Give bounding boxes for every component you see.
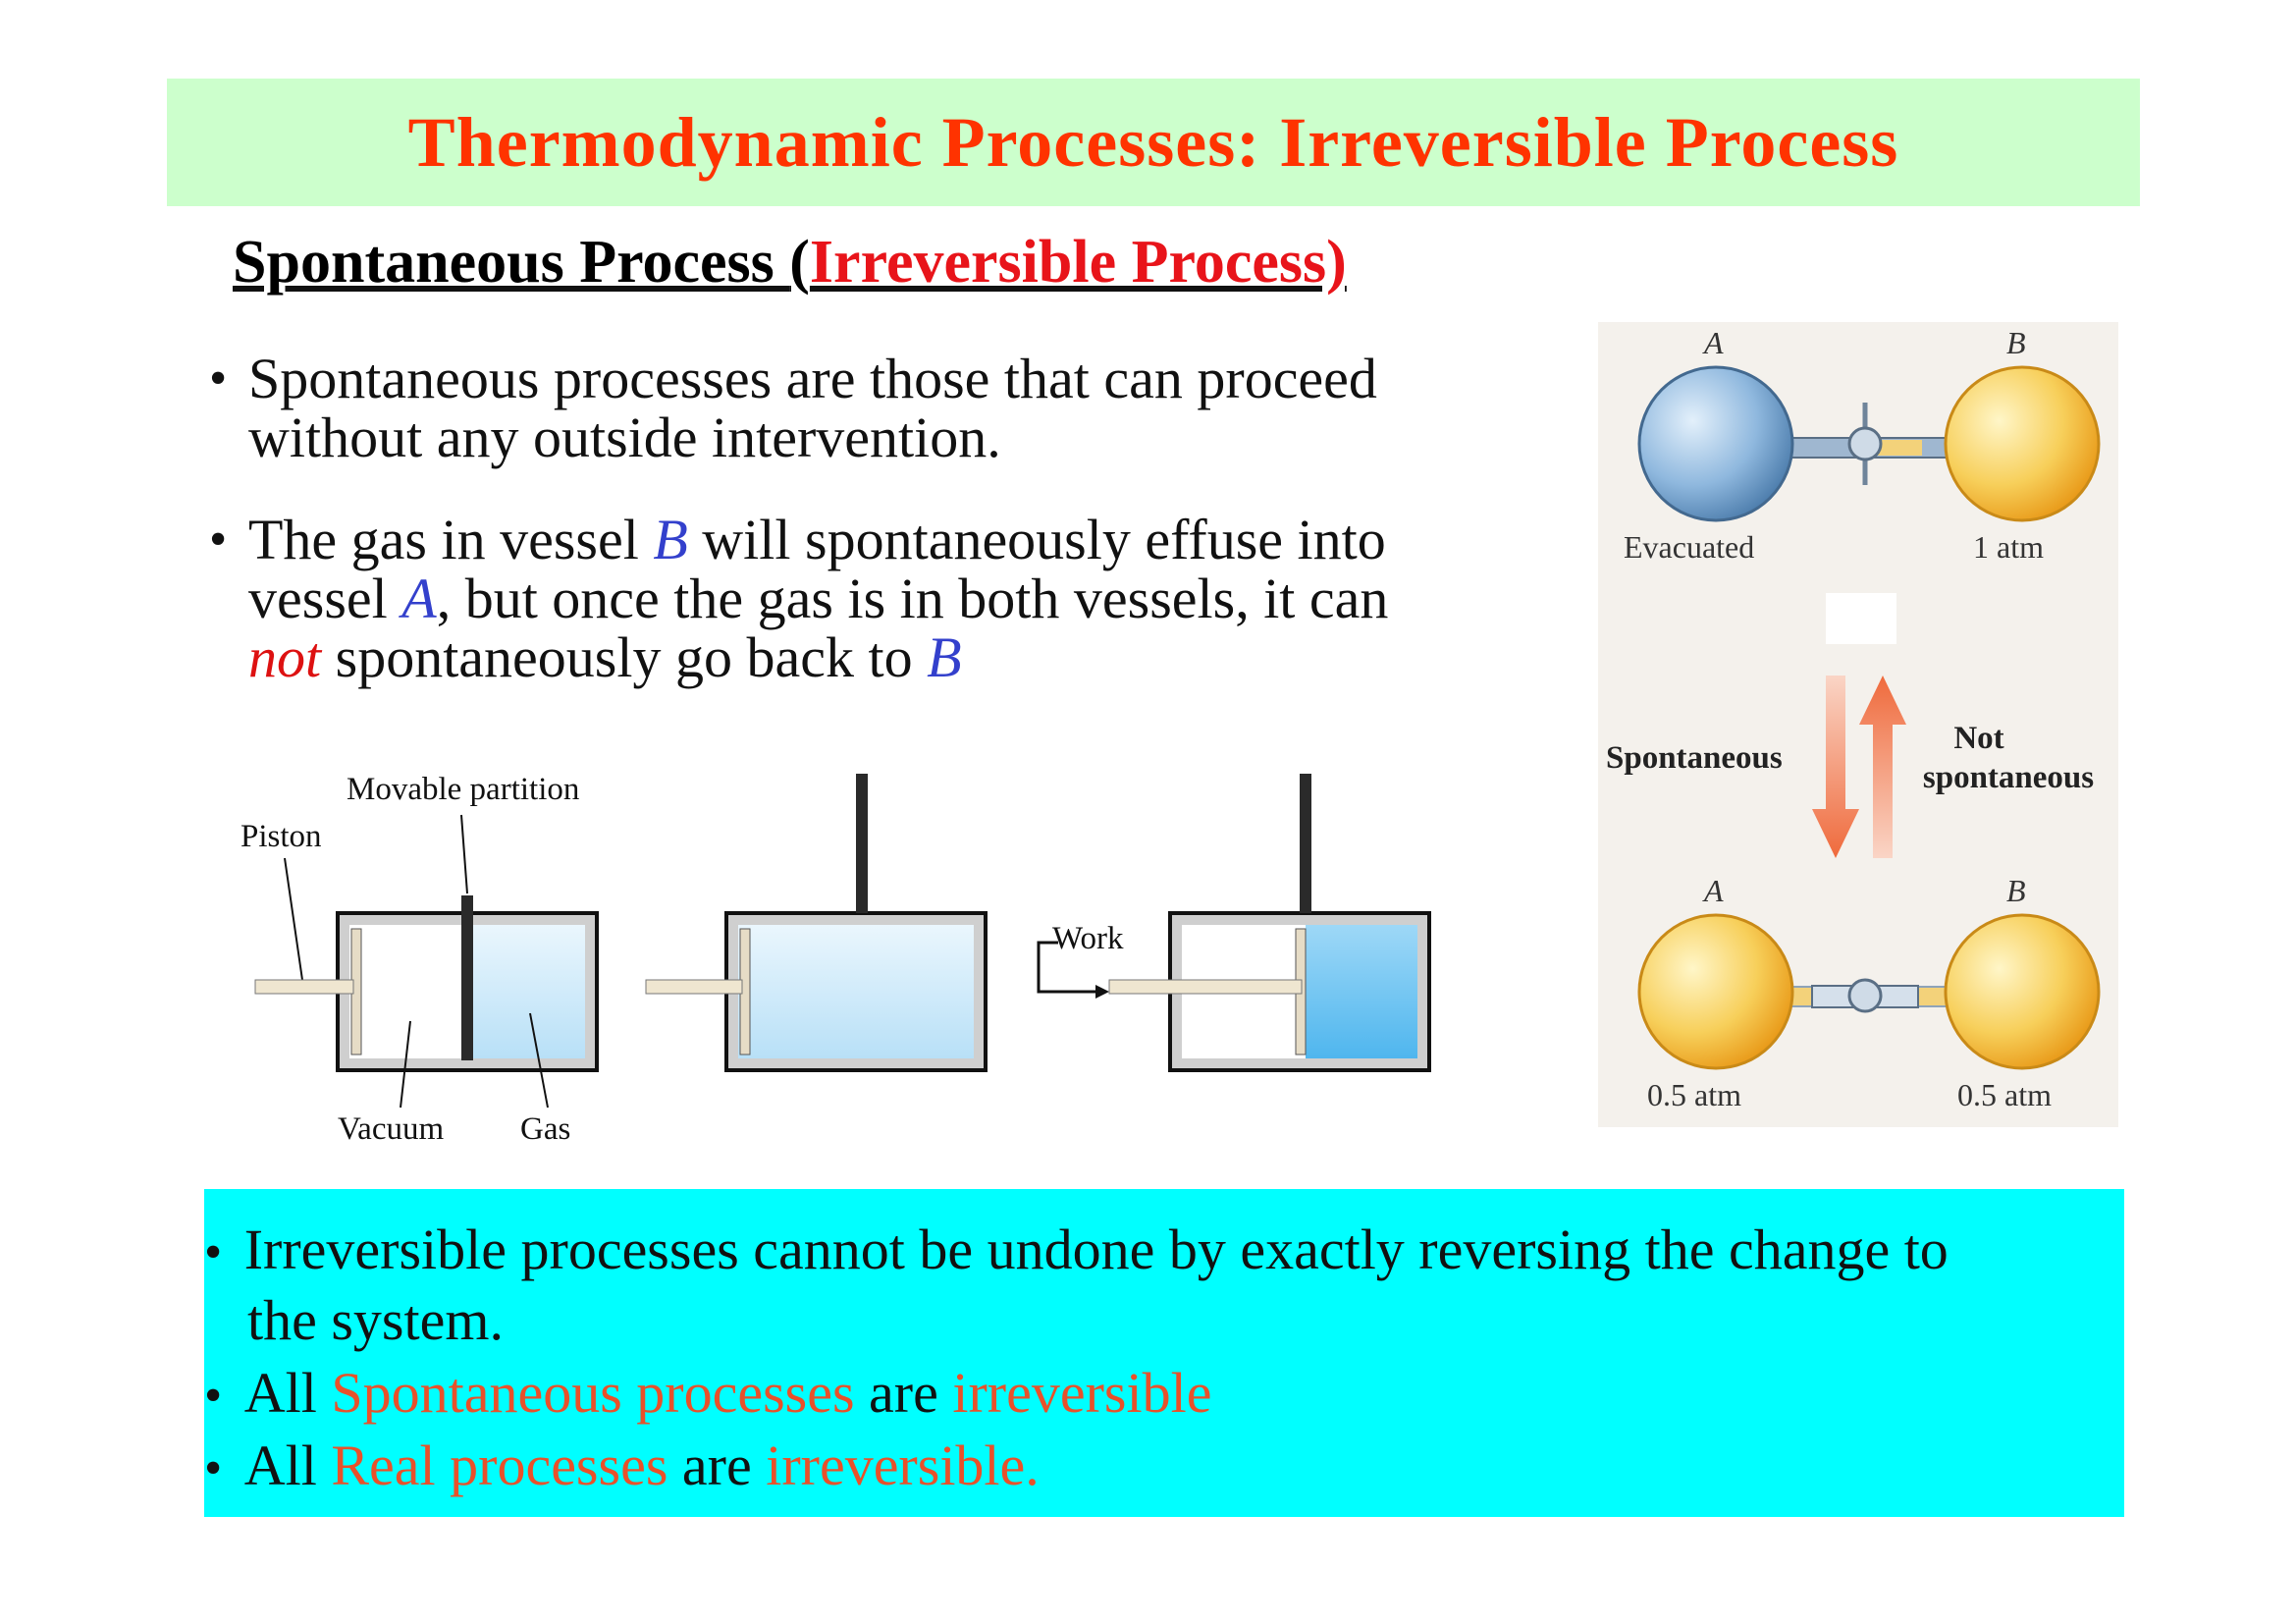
bullet-dot: • (209, 512, 228, 568)
gas-leader (529, 1012, 549, 1109)
summary-text: Irreversible processes cannot be undone … (243, 1217, 1949, 1281)
work-arrow (1037, 941, 1095, 994)
half-atm-a-label: 0.5 atm (1647, 1077, 1741, 1112)
vessel-b-label: B (653, 508, 688, 571)
text-fragment: , but once the gas is in both vessels, i… (436, 567, 1389, 630)
highlight-text: Spontaneous processes (331, 1361, 855, 1425)
text-fragment: will spontaneously effuse into (687, 508, 1386, 571)
subheading: Spontaneous Process (Irreversible Proces… (233, 228, 1347, 298)
highlight-text: irreversible. (766, 1434, 1040, 1497)
bullet-dot: • (209, 351, 228, 406)
half-atm-b-label: 0.5 atm (1957, 1077, 2052, 1112)
summary-text: the system. (247, 1288, 504, 1352)
text-fragment: vessel (248, 567, 402, 630)
summary-line: • All Real processes are irreversible. (204, 1433, 1040, 1498)
bullet-gas-effuse: • The gas in vessel B will spontaneously… (209, 511, 1388, 687)
summary-text: are (667, 1434, 767, 1497)
flask-b-filled (1944, 913, 2101, 1070)
spontaneous-arrow (1812, 676, 1859, 858)
vacuum-leader (400, 1020, 411, 1109)
evacuated-label: Evacuated (1624, 529, 1754, 565)
spontaneous2-label: spontaneous (1923, 760, 2094, 795)
piston-label: Piston (240, 819, 322, 854)
one-atm-label: 1 atm (1973, 529, 2044, 565)
summary-line: • All Spontaneous processes are irrevers… (204, 1360, 1211, 1426)
highlight-text: irreversible (952, 1361, 1212, 1425)
spontaneous-label: Spontaneous (1606, 740, 1783, 776)
piston-diagram: Movable partition Piston Vacuum Gas Work (240, 772, 1431, 1147)
partition-raised (856, 774, 868, 913)
not-label: Not (1953, 721, 2003, 756)
work-label: Work (1052, 921, 1124, 956)
bullet-line: without any outside intervention. (248, 406, 1001, 469)
partition-leader (460, 814, 468, 894)
summary-text: All (243, 1434, 332, 1497)
stopcock-closed (1847, 426, 1883, 461)
piston-rod (254, 979, 354, 995)
cylinder-expanded (645, 774, 988, 1072)
subheading-spontaneous: Spontaneous Process (233, 229, 790, 296)
cylinder-compressed (1108, 774, 1431, 1072)
bullet-spontaneous-definition: • Spontaneous processes are those that c… (209, 350, 1377, 467)
bullet-dot: • (204, 1440, 223, 1496)
movable-partition-label: Movable partition (347, 772, 579, 807)
flask-a-evacuated (1637, 365, 1794, 522)
partition-raised (1300, 774, 1311, 913)
bullet-line: not spontaneously go back to B (248, 628, 1388, 687)
cylinder-initial (254, 895, 599, 1072)
vacuum-label: Vacuum (338, 1111, 444, 1147)
bullet-dot: • (204, 1368, 223, 1424)
vessel-a-label: A (401, 567, 437, 630)
flask-a-bottom-label: A (1702, 873, 1724, 908)
flask-b-top-label: B (2006, 325, 2026, 360)
text-fragment: The gas in vessel (248, 508, 654, 571)
flask-b-bottom-label: B (2006, 873, 2026, 908)
piston-rod (1108, 979, 1303, 995)
vessel-b-label: B (927, 625, 962, 689)
blank-patch (1826, 593, 1896, 644)
movable-partition (461, 895, 473, 1060)
summary-line: • Irreversible processes cannot be undon… (204, 1217, 1949, 1282)
not-spontaneous-arrow (1859, 676, 1906, 858)
highlight-text: Real processes (331, 1434, 668, 1497)
gas-label: Gas (520, 1111, 570, 1147)
text-fragment: spontaneously go back to (321, 625, 928, 689)
summary-line: the system. (247, 1287, 504, 1353)
not-emphasis: not (248, 625, 322, 689)
title-banner: Thermodynamic Processes: Irreversible Pr… (167, 79, 2140, 206)
piston-leader (284, 857, 303, 981)
work-arrowhead (1095, 985, 1109, 999)
summary-text: are (854, 1361, 953, 1425)
stopcock-knob (1847, 978, 1883, 1013)
bullet-line: The gas in vessel B will spontaneously e… (248, 511, 1388, 569)
flask-diagram: A B Evacuated 1 atm Spontaneous Not spon… (1598, 322, 2118, 1127)
bullet-line: Spontaneous processes are those that can… (248, 347, 1377, 410)
flask-a-filled (1637, 913, 1794, 1070)
summary-box: • Irreversible processes cannot be undon… (204, 1189, 2124, 1517)
flask-a-top-label: A (1702, 325, 1724, 360)
page-title: Thermodynamic Processes: Irreversible Pr… (407, 102, 1899, 182)
bullet-line: vessel A, but once the gas is in both ve… (248, 569, 1388, 628)
piston-rod (645, 979, 743, 995)
subheading-paren: ( (789, 229, 810, 296)
flask-b-gas (1944, 365, 2101, 522)
bullet-dot: • (204, 1224, 223, 1280)
summary-text: All (243, 1361, 332, 1425)
subheading-irreversible: Irreversible Process) (809, 229, 1347, 296)
